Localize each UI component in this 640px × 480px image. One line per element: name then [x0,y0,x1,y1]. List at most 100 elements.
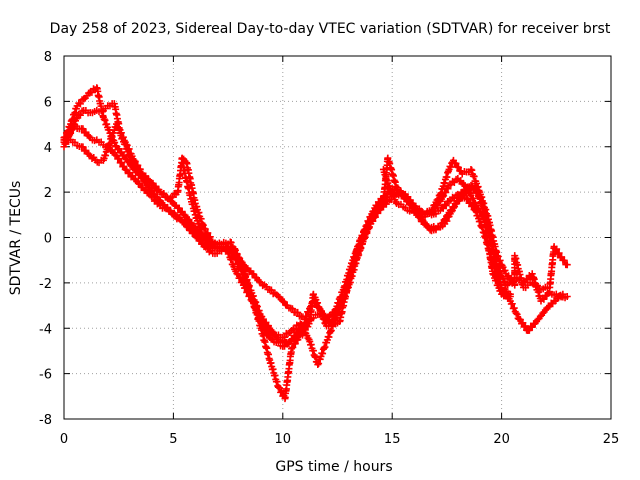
data-point-marker [442,202,450,210]
data-point-marker [508,300,516,308]
data-point-marker [376,204,384,212]
data-point-marker [76,111,84,119]
data-point-marker [138,169,146,177]
data-point-marker [267,286,275,294]
data-point-marker [289,343,297,351]
data-point-marker [277,388,285,396]
data-point-marker [280,298,288,306]
data-point-marker [440,216,448,224]
data-point-marker [464,185,472,193]
data-point-marker [169,193,177,201]
y-tick-label: 0 [44,232,52,247]
y-tick-label: -2 [39,277,52,292]
y-tick-label: 6 [44,95,52,110]
data-point-marker [331,313,339,321]
data-point-marker [492,277,500,285]
y-tick-label: -6 [39,368,52,383]
data-point-marker [512,309,520,317]
data-point-marker [559,290,567,298]
data-point-marker [303,312,311,320]
data-point-marker [131,157,139,165]
data-point-marker [251,302,259,310]
x-tick-label: 10 [275,432,292,447]
data-point-marker [553,245,561,253]
data-point-marker [365,224,373,232]
data-point-marker [250,270,258,278]
data-point-marker [111,151,119,159]
gridlines [64,56,611,419]
data-point-marker [118,158,126,166]
data-point-marker [399,190,407,198]
data-point-marker [540,295,548,303]
data-point-marker [115,155,123,163]
data-point-marker [307,303,315,311]
data-point-marker [563,261,571,269]
x-axis-label: GPS time / hours [275,459,392,475]
data-point-marker [479,212,487,220]
data-point-marker [294,308,302,316]
data-point-marker [373,208,381,216]
data-point-marker [136,165,144,173]
data-point-marker [469,195,477,203]
data-point-marker [563,292,571,300]
data-point-marker [452,159,460,167]
data-point-marker [493,252,501,260]
data-point-marker [255,278,263,286]
data-point-marker [246,292,254,300]
data-point-marker [288,345,296,353]
data-point-marker [388,188,396,196]
data-point-marker [434,202,442,210]
data-point-marker [100,115,108,123]
data-point-marker [76,100,84,108]
data-point-marker [490,271,498,279]
x-tick-label: 25 [603,432,620,447]
data-point-marker [123,141,131,149]
data-point-marker [497,287,505,295]
data-point-marker [454,163,462,171]
data-point-marker [142,172,150,180]
data-point-marker [142,186,150,194]
data-point-marker [528,323,536,331]
data-point-marker [67,128,75,136]
data-point-marker [291,340,299,348]
data-point-marker [312,299,320,307]
x-tick-label: 5 [169,432,177,447]
data-markers [60,84,571,403]
x-tick-label: 15 [384,432,401,447]
data-point-marker [117,129,125,137]
data-point-marker [439,193,447,201]
data-point-marker [336,303,344,311]
data-point-marker [423,222,431,230]
data-point-marker [103,120,111,128]
y-tick-label: 4 [44,141,52,156]
data-point-marker [544,303,552,311]
data-point-marker [170,209,178,217]
data-point-marker [438,220,446,228]
y-tick-label: -4 [39,322,52,337]
data-point-marker [300,325,308,333]
axis-ticks: 0 5 10 15 20 25 -8 -6 -4 -2 0 2 4 6 8 [39,50,619,447]
data-point-marker [443,212,451,220]
data-point-marker [204,229,212,237]
chart-title: Day 258 of 2023, Sidereal Day-to-day VTE… [50,21,611,37]
x-tick-label: 20 [493,432,510,447]
data-point-marker [238,278,246,286]
data-point-marker [444,185,452,193]
data-point-marker [249,298,257,306]
data-point-marker [475,204,483,212]
data-point-marker [455,197,463,205]
data-point-marker [130,156,138,164]
data-point-marker [134,161,142,169]
y-tick-label: -8 [39,413,52,428]
data-point-marker [178,208,186,216]
series-track-5 [178,159,514,348]
data-point-marker [200,232,208,240]
data-point-marker [233,270,241,278]
y-tick-label: 2 [44,186,52,201]
y-tick-label: 8 [44,50,52,65]
data-point-marker [301,329,309,337]
data-point-marker [236,274,244,282]
data-point-marker [227,239,235,247]
data-point-marker [407,200,415,208]
